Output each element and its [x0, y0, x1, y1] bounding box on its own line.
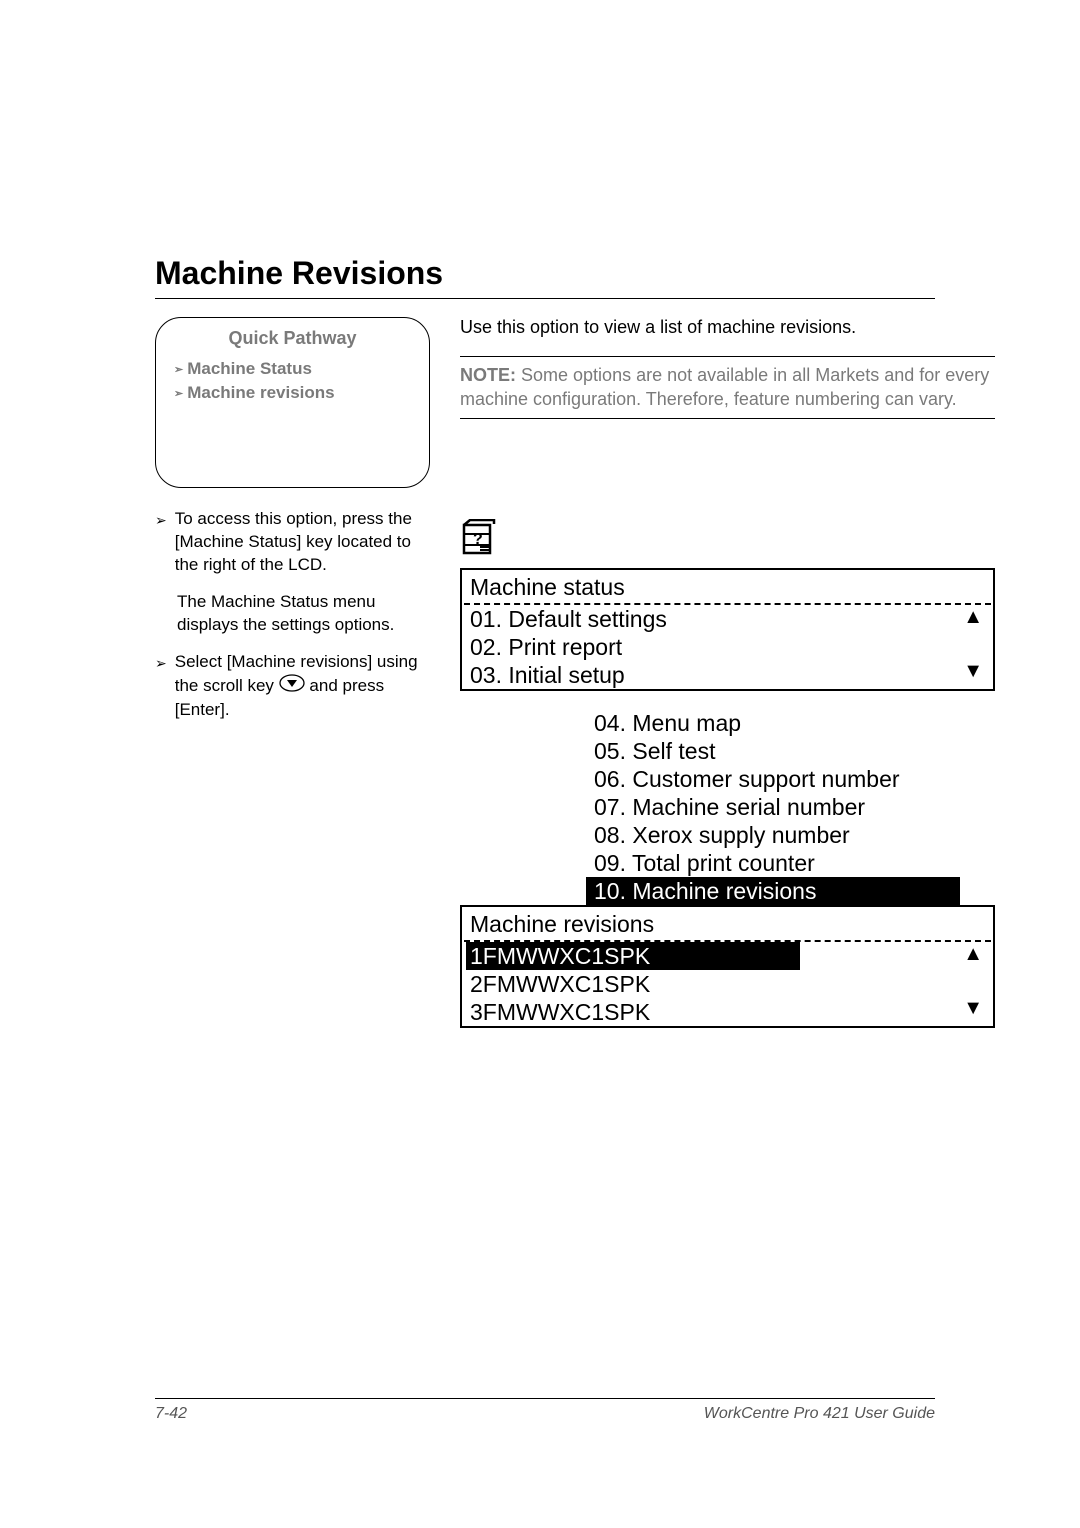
- lcd-line: 01. Default settings: [462, 605, 993, 633]
- lcd-line-selected: 1FMWWXC1SPK: [466, 942, 800, 970]
- note-label: NOTE:: [460, 365, 516, 385]
- note-block: NOTE: Some options are not available in …: [460, 356, 995, 419]
- lcd-machine-revisions: Machine revisions 1FMWWXC1SPK 2FMWWXC1SP…: [460, 905, 995, 1028]
- quick-pathway-box: Quick Pathway ➢ Machine Status ➢ Machine…: [155, 317, 430, 488]
- lcd-line: 07. Machine serial number: [586, 793, 960, 821]
- svg-text:?: ?: [473, 531, 483, 548]
- lcd-line-selected: 10. Machine revisions: [586, 877, 960, 905]
- arrow-down-icon: ▼: [963, 997, 983, 1020]
- chevron-right-icon: ➢: [155, 508, 167, 577]
- lcd-line: 04. Menu map: [586, 709, 960, 737]
- chevron-right-icon: ➢: [174, 363, 183, 376]
- page-title: Machine Revisions: [155, 255, 935, 292]
- lcd-line: 3FMWWXC1SPK: [462, 998, 993, 1026]
- lcd-sublist: 04. Menu map 05. Self test 06. Customer …: [586, 709, 960, 905]
- lcd-line: 08. Xerox supply number: [586, 821, 960, 849]
- step-item: ➢ To access this option, press the [Mach…: [155, 508, 430, 577]
- arrow-down-icon: ▼: [963, 660, 983, 683]
- chevron-right-icon: ➢: [155, 651, 167, 722]
- lcd-line: 05. Self test: [586, 737, 960, 765]
- page-number: 7-42: [155, 1405, 187, 1423]
- page-footer: 7-42 WorkCentre Pro 421 User Guide: [155, 1398, 935, 1423]
- lcd-line: 2FMWWXC1SPK: [462, 970, 993, 998]
- footer-title: WorkCentre Pro 421 User Guide: [704, 1405, 935, 1423]
- pathway-item: ➢ Machine Status: [174, 359, 411, 379]
- lcd-machine-status: Machine status 01. Default settings 02. …: [460, 568, 995, 691]
- machine-status-icon: ?: [460, 519, 995, 562]
- chevron-right-icon: ➢: [174, 387, 183, 400]
- scroll-down-icon: [279, 674, 305, 699]
- arrow-up-icon: ▲: [963, 606, 983, 629]
- lcd-line: 02. Print report: [462, 633, 993, 661]
- lcd-line: 06. Customer support number: [586, 765, 960, 793]
- title-rule: [155, 298, 935, 299]
- pathway-item: ➢ Machine revisions: [174, 383, 411, 403]
- arrow-up-icon: ▲: [963, 943, 983, 966]
- note-text: Some options are not available in all Ma…: [460, 365, 989, 409]
- intro-text: Use this option to view a list of machin…: [460, 317, 995, 338]
- pathway-heading: Quick Pathway: [174, 328, 411, 349]
- lcd-header: Machine revisions: [462, 907, 993, 938]
- step-text: Select [Machine revisions] using the scr…: [175, 651, 430, 722]
- lcd-line: 09. Total print counter: [586, 849, 960, 877]
- lcd-line: 03. Initial setup: [462, 661, 993, 689]
- step-text: To access this option, press the [Machin…: [175, 508, 430, 577]
- lcd-header: Machine status: [462, 570, 993, 601]
- pathway-item-label: Machine Status: [187, 359, 312, 379]
- step-item: ➢ Select [Machine revisions] using the s…: [155, 651, 430, 722]
- pathway-item-label: Machine revisions: [187, 383, 334, 403]
- step-text: The Machine Status menu displays the set…: [177, 591, 430, 637]
